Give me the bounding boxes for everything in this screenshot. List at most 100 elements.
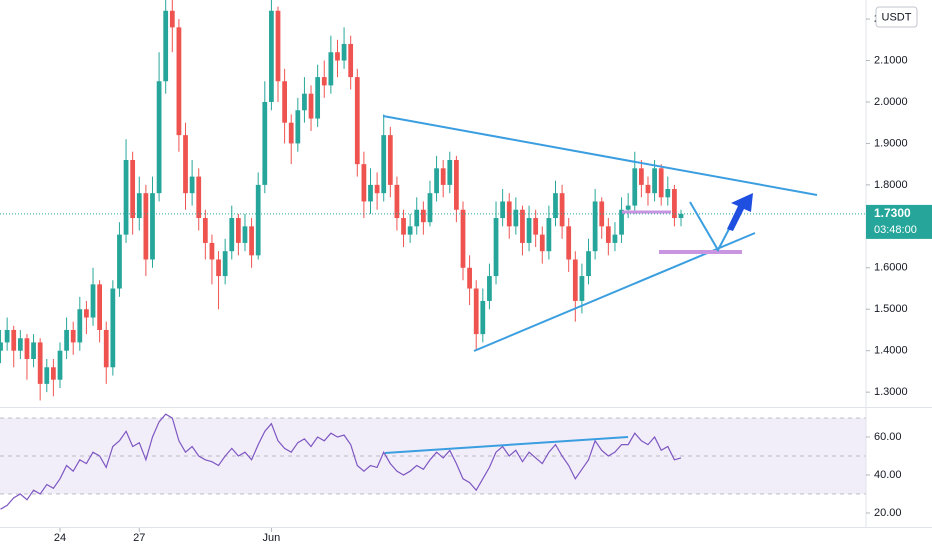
candle-body <box>222 251 228 277</box>
candle-body <box>645 184 651 194</box>
candle-body <box>156 81 162 194</box>
candle-body <box>638 168 644 185</box>
y-tick-label: 1.5000 <box>874 303 908 315</box>
candle-body <box>295 110 301 144</box>
candle-body <box>467 267 472 289</box>
candle-body <box>255 184 261 256</box>
currency-label: USDT <box>882 11 912 23</box>
candle-body <box>572 259 578 301</box>
candle-body <box>17 338 23 351</box>
candle-body <box>262 101 268 185</box>
rsi-y-tick-label: 40.00 <box>874 469 902 481</box>
upper-trendline <box>382 115 818 196</box>
candle-body <box>51 367 56 380</box>
candle-body <box>619 209 624 235</box>
rsi-y-tick-label: 20.00 <box>874 507 902 519</box>
candle-body <box>196 176 202 219</box>
candle-body <box>315 77 321 119</box>
candle-body <box>328 52 334 86</box>
candle-body <box>553 193 558 219</box>
candle-body <box>579 276 585 301</box>
candle-body <box>103 329 109 368</box>
candle-body <box>487 276 492 301</box>
candle-body <box>57 350 63 380</box>
candle-body <box>335 52 340 61</box>
candle-body <box>282 81 287 123</box>
candle-body <box>374 184 380 194</box>
currency-box <box>875 6 918 28</box>
candle-body <box>321 77 327 86</box>
candle-body <box>150 193 155 260</box>
candle-body <box>302 93 307 111</box>
candle-body <box>652 168 657 194</box>
candle-body <box>520 209 525 243</box>
candle-body <box>586 251 591 277</box>
candle-body <box>526 218 532 243</box>
candle-body <box>605 226 611 243</box>
candle-body <box>209 242 215 260</box>
candle-body <box>288 122 294 144</box>
candle-body <box>275 10 281 82</box>
candle-body <box>434 168 439 194</box>
y-tick-label: 2.1000 <box>874 54 908 66</box>
candle-body <box>592 201 598 252</box>
candle-body <box>269 10 274 102</box>
candle-body <box>235 218 241 243</box>
candle-body <box>539 234 545 252</box>
candle-body <box>473 288 479 335</box>
candle-body <box>176 27 182 136</box>
candle-body <box>37 342 43 384</box>
candle-body <box>354 77 360 165</box>
axes <box>0 0 932 532</box>
candle-body <box>97 284 103 330</box>
candle-body <box>11 329 17 351</box>
x-tick-label: Jun <box>263 532 281 544</box>
last-price-box <box>866 204 932 239</box>
candle-body <box>143 193 149 260</box>
candle-body <box>229 218 235 252</box>
candle-body <box>130 160 136 219</box>
x-tick-label: 27 <box>133 532 145 544</box>
candle-body <box>632 168 638 206</box>
candle-body <box>117 234 122 289</box>
candle-body <box>625 205 631 210</box>
candle-body <box>447 160 453 185</box>
candle-body <box>420 209 426 223</box>
candle-body <box>169 10 175 28</box>
candle-body <box>381 135 387 194</box>
candle-body <box>440 168 446 185</box>
candle-body <box>658 168 664 198</box>
candle-body <box>24 338 30 359</box>
y-tick-label: 1.4000 <box>874 345 908 357</box>
countdown-label: 03:48:00 <box>874 224 917 236</box>
currency-badge: USDT <box>875 6 918 28</box>
candle-body <box>348 43 354 78</box>
candle-body <box>672 189 677 219</box>
candle-body <box>546 218 552 252</box>
rsi-divergence-line <box>384 436 629 454</box>
candle-body <box>566 226 572 260</box>
candle-body <box>341 43 347 61</box>
rsi-y-tick-label: 60.00 <box>874 431 902 443</box>
y-tick-label: 1.8000 <box>874 179 908 191</box>
candle-body <box>493 218 499 277</box>
candle-body <box>533 218 539 235</box>
candle-body <box>189 176 195 194</box>
candle-body <box>242 226 248 243</box>
y-tick-label: 1.9000 <box>874 137 908 149</box>
candle-body <box>77 309 83 343</box>
candle-body <box>513 209 519 227</box>
candle-body <box>308 93 314 119</box>
price-pane <box>0 0 866 401</box>
candle-body <box>559 193 565 227</box>
candle-body <box>678 213 684 219</box>
candle-body <box>110 288 116 368</box>
y-tick-label: 1.6000 <box>874 262 908 274</box>
candle-body <box>401 218 406 235</box>
x-tick-label: 24 <box>54 532 66 544</box>
candle-body <box>70 329 76 343</box>
candle-body <box>407 226 413 235</box>
candle-body <box>123 160 129 235</box>
candle-body <box>414 209 420 227</box>
